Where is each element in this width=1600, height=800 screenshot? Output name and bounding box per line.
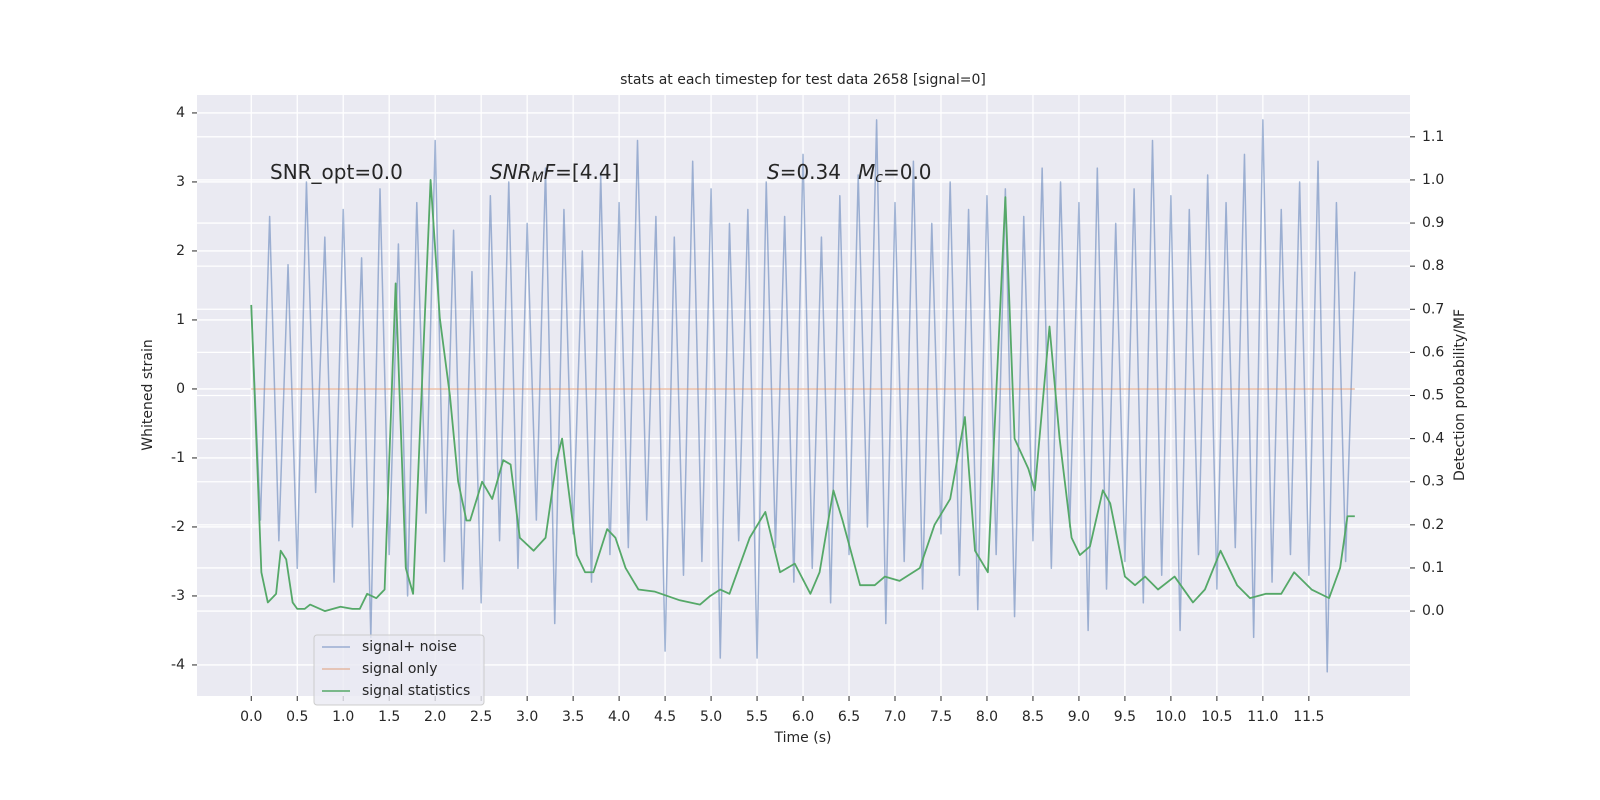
chart-title: stats at each timestep for test data 265… [620,72,986,88]
x-tick-label: 3.0 [516,709,538,725]
annotation-part: F [544,160,556,184]
x-tick-label: 8.0 [976,709,998,725]
x-tick-label: 10.5 [1201,709,1232,725]
y-tick-label: 0 [176,381,185,397]
x-tick-label: 0.5 [286,709,308,725]
y2-tick-label: 0.2 [1422,517,1444,533]
y2-tick-label: 0.8 [1422,258,1444,274]
y2-tick-label: 0.9 [1422,215,1444,231]
annotation-part: S [767,160,780,184]
x-tick-label: 7.5 [930,709,952,725]
y-tick-label: -2 [171,519,185,535]
x-tick-label: 5.0 [700,709,722,725]
x-tick-label: 6.0 [792,709,814,725]
annotation-part: M [858,160,875,184]
x-tick-label: 8.5 [1022,709,1044,725]
series-line [250,179,1355,612]
annotation: SNR_opt=0.0 [270,160,403,184]
annotation-part: =0.0 [883,160,932,184]
y2-tick-label: 1.1 [1422,129,1444,145]
y2-tick-label: 0.5 [1422,388,1444,404]
x-axis-label: Time (s) [774,730,832,746]
x-tick-label: 2.0 [424,709,446,725]
y2-tick-label: 1.0 [1422,172,1444,188]
y-tick-label: -3 [171,588,185,604]
annotation-part: SNR_opt=0.0 [270,160,403,184]
x-tick-label: 3.5 [562,709,584,725]
x-tick-label: 0.0 [240,709,262,725]
x-tick-label: 7.0 [884,709,906,725]
y-tick-label: 2 [176,243,185,259]
x-tick-label: 11.5 [1293,709,1324,725]
series-line [250,119,1356,673]
annotation-part: M [532,170,544,186]
y2-tick-label: 0.7 [1422,301,1444,317]
legend-box [313,634,485,706]
x-tick-label: 11.0 [1247,709,1278,725]
x-tick-label: 1.0 [332,709,354,725]
x-tick-label: 1.5 [378,709,400,725]
y-tick-label: 1 [176,312,185,328]
x-tick-label: 9.5 [1114,709,1136,725]
x-tick-label: 4.0 [608,709,630,725]
annotation-part: SNR [490,160,532,184]
y2-axis-label: Detection probability/MF [1452,309,1468,481]
y-axis-label: Whitened strain [140,339,156,450]
x-tick-label: 4.5 [654,709,676,725]
legend-label: signal only [362,661,437,677]
annotation-part: =[4.4] [555,160,619,184]
y-tick-label: -4 [171,657,185,673]
annotation-part: c [875,170,883,186]
x-tick-label: 6.5 [838,709,860,725]
annotation: Mc=0.0 [858,160,932,187]
y-tick-label: 3 [176,174,185,190]
x-tick-label: 9.0 [1068,709,1090,725]
x-tick-label: 10.0 [1155,709,1186,725]
legend-label: signal+ noise [362,639,457,655]
y2-tick-label: 0.4 [1422,431,1444,447]
legend-label: signal statistics [362,683,470,699]
y2-tick-label: 0.3 [1422,474,1444,490]
y-tick-label: 4 [176,105,185,121]
annotation: SNRMF=[4.4] [490,160,619,187]
annotation: S=0.34 [767,160,841,184]
x-tick-label: 5.5 [746,709,768,725]
y2-tick-label: 0.6 [1422,344,1444,360]
y2-tick-label: 0.1 [1422,560,1444,576]
x-tick-label: 2.5 [470,709,492,725]
annotation-part: =0.34 [780,160,841,184]
y2-tick-label: 0.0 [1422,603,1444,619]
y-tick-label: -1 [171,450,185,466]
